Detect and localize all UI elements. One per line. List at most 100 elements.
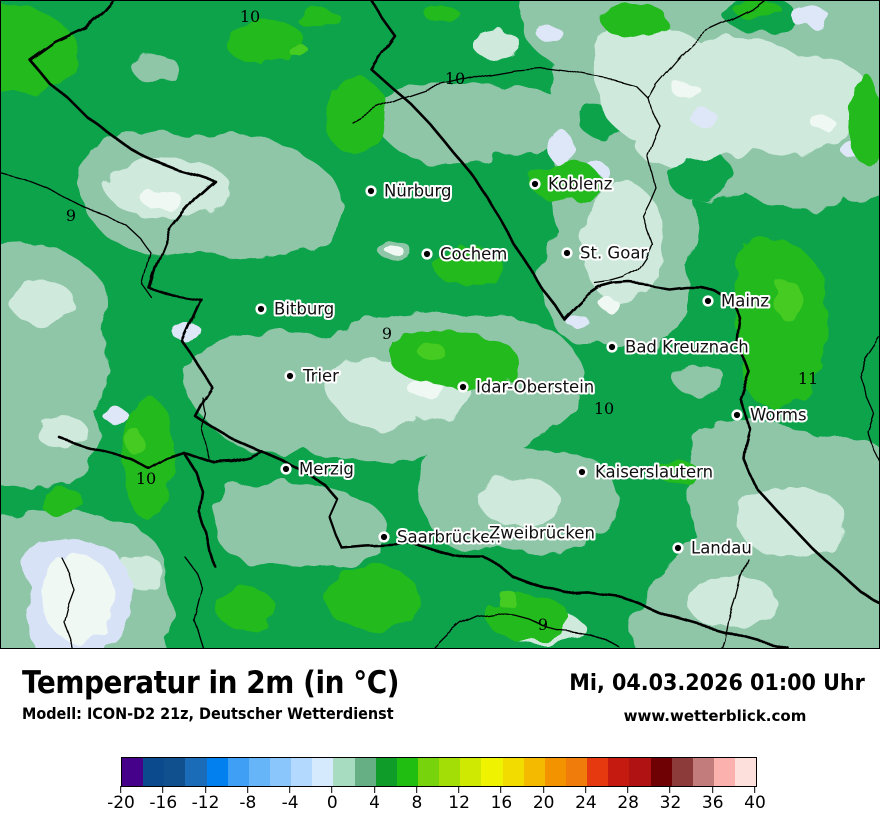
city-marker: Merzig (280, 458, 356, 481)
colorbar-tick-label: -12 (191, 793, 220, 813)
city-dot (459, 383, 467, 391)
colorbar-tickmark (204, 786, 206, 793)
website-url: www.wetterblick.com (623, 707, 807, 725)
river-bottom-left-a (61, 557, 75, 649)
colorbar-tickmark (458, 786, 460, 793)
city-label: Cochem (440, 245, 507, 264)
contour-value-label: 10 (594, 399, 614, 418)
colorbar-tickmark (120, 786, 122, 793)
city-dot (282, 465, 290, 473)
colorbar-tick-label: 20 (532, 793, 555, 813)
city-dot (367, 187, 375, 195)
border-lines (0, 0, 880, 649)
colorbar-segment (608, 758, 630, 786)
isotherm-10-east (595, 97, 661, 285)
temperature-colorbar (121, 757, 757, 787)
city-dot (733, 411, 741, 419)
colorbar-segment (629, 758, 651, 786)
colorbar-segment (143, 758, 165, 786)
border-france (260, 450, 790, 649)
colorbar-segment (227, 758, 249, 786)
city-marker: Idar-Oberstein (457, 376, 596, 399)
city-marker: Landau (672, 537, 754, 560)
city-label: Idar-Oberstein (476, 378, 594, 397)
footer (0, 649, 880, 830)
city-dot (286, 372, 294, 380)
colorbar-segment (713, 758, 736, 786)
city-marker: Bad Kreuznach (606, 336, 751, 359)
city-marker: Nürburg (365, 180, 453, 203)
colorbar-segment (481, 758, 503, 786)
colorbar-tickmark (754, 786, 756, 793)
isotherm-9-south (434, 613, 621, 649)
contour-value-label: 9 (538, 615, 548, 634)
city-label: Saarbrücken (397, 528, 501, 547)
colorbar-tick-label: 28 (617, 793, 640, 813)
map-frame: 10 10 9 9 11 10 10 9 Nürburg Koblenz Cochem St. Go… (0, 0, 880, 649)
colorbar-segment (417, 758, 440, 786)
city-label: Kaiserslautern (595, 463, 713, 482)
colorbar-tickmark (289, 786, 291, 793)
colorbar-segment (375, 758, 397, 786)
city-dot (423, 250, 431, 258)
contour-value-label: 10 (136, 469, 156, 488)
colorbar-segment (185, 758, 207, 786)
contour-labels: 10 10 9 9 11 10 10 9 (66, 7, 818, 634)
city-dot (704, 297, 712, 305)
colorbar-tickmark (331, 786, 333, 793)
city-label: Bad Kreuznach (625, 338, 749, 357)
colorbar-tickmark (711, 786, 713, 793)
contour-value-label: 9 (382, 324, 392, 343)
contour-value-label: 11 (798, 369, 818, 388)
city-marker: Cochem (421, 243, 509, 266)
colorbar-tick-label: 32 (659, 793, 682, 813)
colorbar-tick-label: 36 (701, 793, 724, 813)
page-title: Temperatur in 2m (in °C) (22, 665, 400, 701)
colorbar-tick-label: -8 (239, 793, 257, 813)
city-marker: Mainz (702, 290, 771, 313)
city-marker: Trier (284, 365, 341, 388)
city-label: Worms (750, 406, 807, 425)
temperature-shading (0, 0, 880, 649)
colorbar-segment (735, 758, 757, 786)
model-subtitle: Modell: ICON-D2 21z, Deutscher Wetterdie… (22, 704, 394, 723)
colorbar-tickmark (500, 786, 502, 793)
colorbar-tickmark (416, 786, 418, 793)
colorbar-segment (439, 758, 461, 786)
isotherm-left-junction (201, 397, 211, 463)
city-label: Merzig (299, 460, 354, 479)
city-marker: Bitburg (255, 298, 336, 321)
city-dot (563, 249, 571, 257)
border-saarland-west (181, 450, 216, 567)
colorbar-segment (248, 758, 270, 786)
city-dot (531, 180, 539, 188)
colorbar-segment (122, 758, 144, 786)
city-marker: Saarbrücken (378, 526, 503, 549)
city-dot (608, 343, 616, 351)
city-label: Koblenz (548, 175, 612, 194)
colorbar-segment (460, 758, 482, 786)
city-dot (578, 468, 586, 476)
contour-value-label: 9 (66, 206, 76, 225)
city-marker: Worms (731, 404, 809, 427)
colorbar-tick-label: 4 (369, 793, 381, 813)
isotherm-9-west (0, 172, 153, 299)
city-marker: Zweibrücken (487, 522, 597, 545)
valid-datetime: Mi, 04.03.2026 01:00 Uhr (569, 671, 865, 696)
city-label: Landau (691, 539, 752, 558)
river-rhine-landau (720, 557, 748, 649)
colorbar-segment (650, 758, 672, 786)
colorbar-tick-label: 40 (744, 793, 766, 813)
city-label: St. Goar (580, 244, 647, 263)
colorbar-segment (671, 758, 693, 786)
colorbar-tickmark (585, 786, 587, 793)
colorbar-segment (544, 758, 566, 786)
colorbar-tickmark (162, 786, 164, 793)
colorbar-segment (354, 758, 376, 786)
colorbar-tickmark (627, 786, 629, 793)
city-label: Bitburg (274, 300, 334, 319)
colorbar-tick-label: 12 (448, 793, 470, 813)
colorbar-segment (206, 758, 228, 786)
colorbar-segment (291, 758, 313, 786)
